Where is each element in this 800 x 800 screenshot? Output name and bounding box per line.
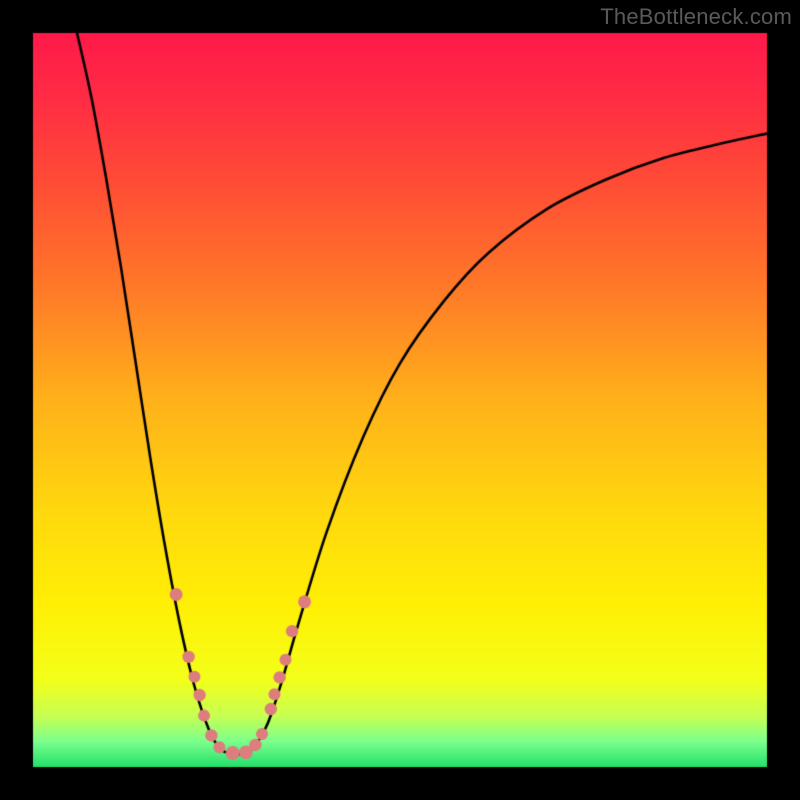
chart-root: TheBottleneck.com bbox=[0, 0, 800, 800]
bottleneck-chart-canvas bbox=[0, 0, 800, 800]
